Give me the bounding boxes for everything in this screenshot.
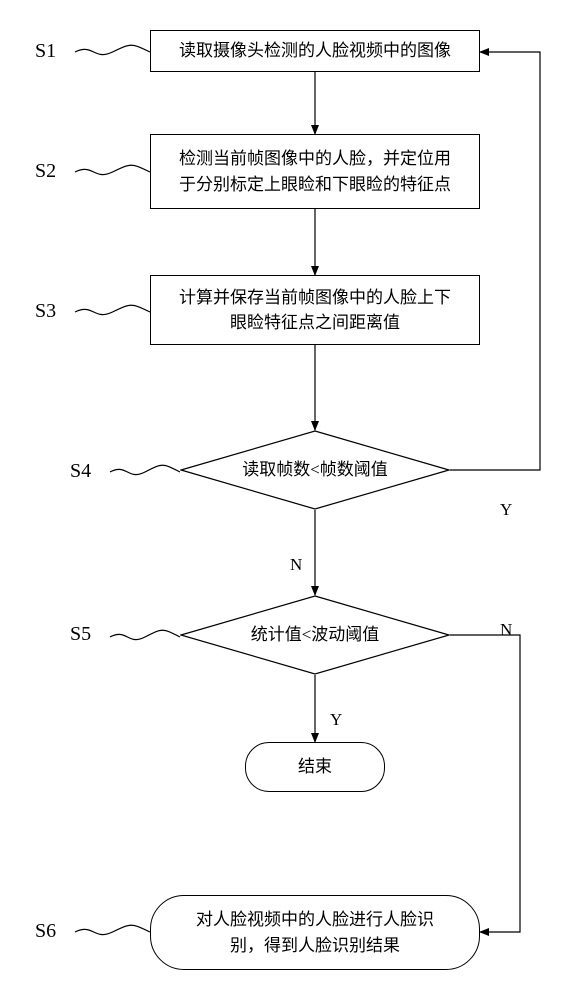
edge-label: Y — [500, 500, 512, 520]
flow-node-s5: 统计值<波动阈值 — [180, 595, 450, 675]
flow-node-s6: 对人脸视频中的人脸进行人脸识别，得到人脸识别结果 — [150, 895, 480, 970]
edge-label: Y — [330, 710, 342, 730]
step-tag-s5: S5 — [70, 623, 91, 646]
edge-label: N — [290, 555, 302, 575]
flow-node-s2: 检测当前帧图像中的人脸，并定位用于分别标定上眼睑和下眼睑的特征点 — [150, 134, 480, 209]
flow-node-label: 结束 — [298, 754, 332, 780]
flow-node-s3: 计算并保存当前帧图像中的人脸上下眼睑特征点之间距离值 — [150, 275, 480, 345]
flow-node-end: 结束 — [245, 742, 385, 792]
flow-node-label: 计算并保存当前帧图像中的人脸上下眼睑特征点之间距离值 — [179, 285, 451, 336]
flow-node-label: 检测当前帧图像中的人脸，并定位用于分别标定上眼睑和下眼睑的特征点 — [179, 146, 451, 197]
edge-label: N — [500, 620, 512, 640]
flow-node-s4: 读取帧数<帧数阈值 — [180, 430, 450, 510]
step-tag-s2: S2 — [35, 160, 56, 183]
flow-node-label: 读取摄像头检测的人脸视频中的图像 — [179, 38, 451, 64]
flow-node-label: 对人脸视频中的人脸进行人脸识别，得到人脸识别结果 — [196, 907, 434, 958]
step-tag-s4: S4 — [70, 460, 91, 483]
step-tag-s6: S6 — [35, 920, 56, 943]
flow-node-s1: 读取摄像头检测的人脸视频中的图像 — [150, 30, 480, 72]
step-tag-s1: S1 — [35, 40, 56, 63]
step-tag-s3: S3 — [35, 300, 56, 323]
